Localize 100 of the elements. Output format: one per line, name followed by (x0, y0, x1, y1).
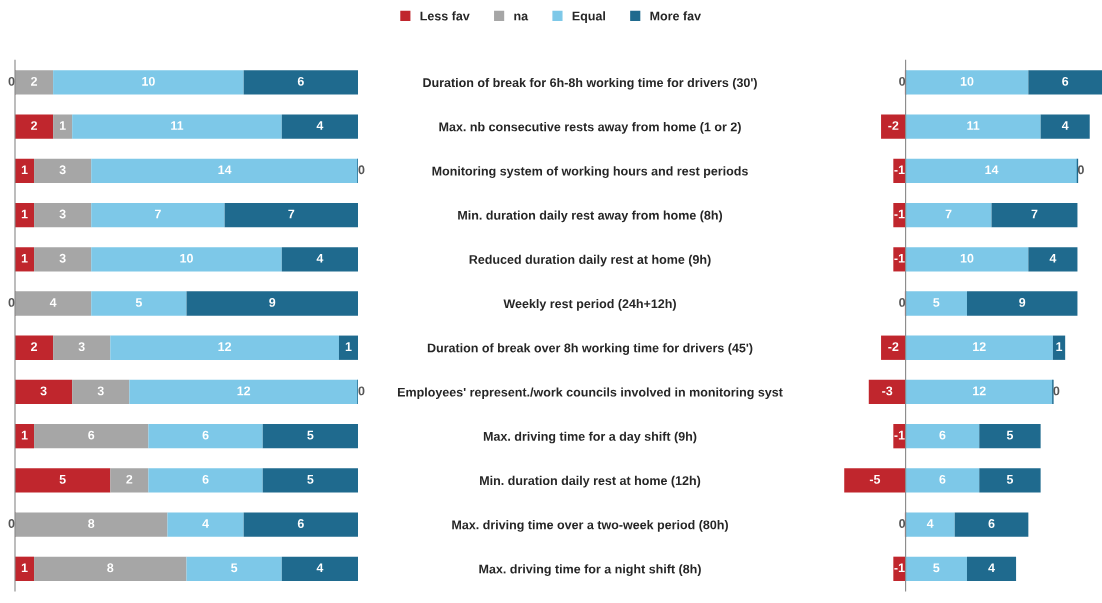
data-label: 10 (960, 253, 974, 263)
bar (110, 335, 339, 360)
data-label: 0 (899, 298, 906, 307)
data-label: 3 (40, 386, 47, 396)
data-label: 9 (269, 298, 276, 307)
bar (110, 468, 149, 493)
data-label: 1 (21, 430, 28, 440)
bar (148, 468, 263, 493)
y-tick-label: Min. duration daily rest away from home (8h) (458, 210, 723, 223)
bar (53, 335, 111, 360)
data-label: 10 (960, 76, 974, 86)
data-label: 12 (218, 342, 232, 351)
bar (15, 114, 54, 139)
data-label: 10 (142, 76, 155, 86)
bar (844, 468, 906, 493)
data-label: 6 (939, 474, 946, 484)
data-label: 2 (31, 76, 38, 86)
y-tick-label: Employees' represent./work councils involved in monitoring syst (397, 387, 783, 400)
bar (966, 556, 1017, 581)
data-label: 5 (231, 563, 238, 573)
bar (53, 114, 73, 139)
data-label: 1 (1056, 342, 1063, 351)
bar (905, 468, 980, 493)
bar (15, 379, 73, 405)
y-tick-label: Max. driving time over a two-week period (80h) (452, 520, 728, 532)
bar (991, 202, 1078, 228)
data-label: 4 (49, 298, 57, 307)
data-label: 0 (899, 76, 906, 86)
bar (868, 379, 906, 405)
data-label: 7 (1031, 209, 1038, 219)
data-label: 3 (59, 165, 66, 175)
bar (91, 202, 225, 228)
data-label: 5 (59, 475, 66, 484)
y-tick-label: Min. duration daily rest at home (12h) (480, 475, 701, 488)
bar (243, 70, 358, 95)
bar (966, 291, 1078, 316)
bar (905, 291, 967, 316)
data-label: 2 (126, 474, 133, 484)
data-label: 5 (307, 475, 314, 484)
y-tick-label: Reduced duration daily rest at home (9h) (469, 254, 711, 267)
bar (243, 512, 358, 537)
legend-label: Less fav (420, 11, 470, 21)
bar (15, 335, 54, 360)
bar (34, 158, 92, 184)
data-label: -1 (894, 430, 905, 440)
bar (53, 70, 244, 95)
data-label: 0 (358, 386, 365, 396)
data-label: 7 (945, 209, 952, 219)
data-label: 4 (316, 121, 324, 130)
y-tick-label: Max. driving time for a night shift (8h) (479, 564, 701, 577)
data-label: -1 (894, 253, 905, 263)
bar (34, 556, 187, 581)
data-label: 6 (88, 430, 95, 440)
data-label: 1 (21, 253, 28, 263)
legend-label: Equal (572, 11, 605, 23)
data-label: 6 (1062, 76, 1069, 86)
data-label: 5 (933, 298, 940, 307)
bar (34, 247, 92, 272)
data-label: 1 (21, 209, 28, 219)
data-label: -1 (894, 563, 905, 573)
data-label: 6 (297, 76, 304, 86)
data-label: 0 (8, 519, 15, 528)
data-label: 6 (939, 430, 946, 440)
data-label: 6 (202, 430, 209, 440)
bar (881, 114, 906, 139)
bar (72, 114, 282, 139)
bar (281, 556, 358, 581)
data-label: 4 (1049, 253, 1057, 263)
data-label: 2 (31, 121, 38, 130)
data-label: -5 (869, 475, 881, 484)
bar (905, 379, 1053, 405)
bar (905, 335, 1053, 360)
bar (979, 468, 1041, 493)
bar (34, 424, 149, 449)
data-label: 4 (316, 253, 324, 263)
data-label: 3 (78, 342, 85, 352)
data-label: 12 (237, 386, 251, 396)
bar (905, 424, 980, 449)
bar (905, 114, 1041, 139)
bar (15, 468, 111, 493)
data-label: 11 (967, 121, 980, 130)
data-label: 5 (933, 563, 940, 573)
data-label: -2 (888, 342, 899, 351)
bar (91, 247, 282, 272)
bar (91, 158, 358, 184)
data-label: 6 (297, 519, 304, 528)
bar (262, 468, 358, 493)
data-label: -3 (882, 386, 893, 396)
bar (905, 70, 1029, 95)
bar (905, 556, 967, 581)
bar (979, 424, 1041, 449)
bar (224, 202, 358, 228)
data-label: 0 (8, 298, 15, 307)
y-tick-label: Duration of break over 8h working time for drivers (45') (427, 343, 753, 355)
y-tick-label: Monitoring system of working hours and rest periods (432, 166, 748, 179)
bar (167, 512, 244, 537)
data-label: 4 (316, 563, 324, 573)
data-label: 6 (988, 519, 995, 528)
y-tick-label: Duration of break for 6h-8h working time for drivers (30') (423, 77, 757, 90)
bar (905, 247, 1029, 272)
